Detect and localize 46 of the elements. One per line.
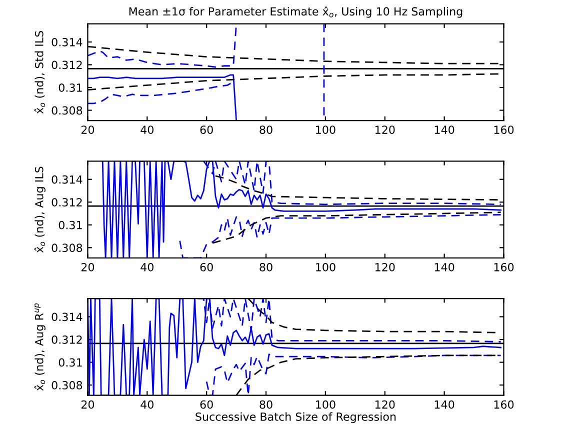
x-tick-label: 20: [81, 262, 94, 272]
y-tick-label: 0.31: [58, 220, 82, 230]
x-tick-label: 60: [200, 126, 213, 134]
x-tick-label: 160: [494, 400, 514, 409]
y-tick-label: 0.312: [52, 60, 82, 70]
line-series: [88, 74, 237, 121]
x-tick-label: 20: [81, 400, 94, 409]
x-tick-label: 40: [140, 126, 154, 134]
y-tick-label: 0.312: [52, 198, 82, 206]
y-tick-label: 0.31: [58, 83, 82, 92]
x-tick-label: 120: [375, 262, 395, 272]
x-tick-label: 80: [260, 262, 272, 272]
x-tick-label: 100: [316, 400, 336, 409]
x-tick-label: 120: [375, 126, 395, 134]
x-tick-label: 140: [434, 262, 454, 272]
x-tick-label: 160: [494, 262, 514, 272]
x-tick-label: 100: [316, 126, 336, 134]
y-axis-title: x̂$_{o}$ (nd), Aug ILS: [34, 166, 46, 253]
x-tick-label: 40: [140, 400, 154, 409]
x-tick-label: 160: [494, 126, 514, 134]
x-tick-label: 140: [434, 126, 454, 134]
chart-title: Mean ±1σ for Parameter Estimate x̂$_{o}$, Using 10 Hz Sampling: [129, 6, 462, 18]
x-tick-label: 80: [260, 126, 272, 134]
y-axis-title: x̂$_{o}$ (nd), Std ILS: [34, 30, 46, 114]
x-tick-label: 100: [316, 262, 336, 272]
x-axis-title: Successive Batch Size of Regression: [196, 412, 396, 424]
line-series: [179, 214, 502, 258]
y-tick-label: 0.314: [52, 312, 82, 322]
y-tick-label: 0.314: [52, 175, 82, 184]
line-series: [102, 161, 502, 258]
x-tick-label: 60: [200, 262, 213, 272]
x-tick-label: 120: [375, 400, 395, 409]
x-tick-label: 20: [81, 126, 94, 134]
x-tick-label: 80: [260, 400, 272, 409]
line-series: [212, 212, 502, 244]
y-tick-label: 0.308: [52, 381, 82, 390]
y-tick-label: 0.308: [52, 244, 82, 252]
line-series: [88, 298, 502, 396]
y-tick-label: 0.308: [52, 106, 82, 115]
y-axis-title: x̂$_{o}$ (nd), Aug R$^{up}$: [34, 303, 46, 391]
y-tick-label: 0.314: [52, 38, 82, 46]
x-tick-label: 60: [200, 400, 213, 409]
x-tick-label: 140: [434, 400, 454, 409]
y-tick-label: 0.31: [58, 358, 82, 367]
x-tick-label: 40: [140, 262, 154, 272]
y-tick-label: 0.312: [52, 335, 82, 344]
